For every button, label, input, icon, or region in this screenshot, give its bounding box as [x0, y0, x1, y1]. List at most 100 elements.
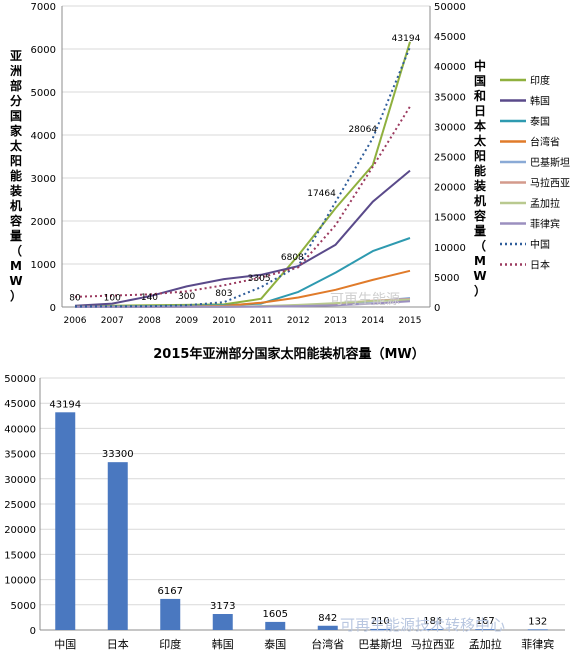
category-labels: 中国 日本 印度 韩国 泰国 台湾省 巴基斯坦 马拉西亚 孟加拉 菲律宾 — [54, 637, 554, 651]
category-label: 菲律宾 — [521, 637, 554, 651]
y-left-label-char: 能 — [10, 168, 22, 183]
y-right-tick-labels: 0 5000 10000 15000 20000 25000 30000 35000 40000… — [434, 2, 466, 314]
bars — [55, 412, 548, 631]
y-tick-label: 0 — [30, 626, 36, 637]
y-left-label-char: M — [10, 259, 22, 273]
y-right-label-char: M — [474, 254, 486, 268]
y-right-label-char: 和 — [473, 88, 486, 103]
point-annotation: 6808 — [281, 253, 304, 263]
bar-data-label: 132 — [528, 616, 547, 627]
bar-孟加拉 — [475, 629, 496, 630]
y-tick-label: 35000 — [4, 450, 36, 461]
x-tick-label: 2006 — [64, 316, 87, 326]
y-right-tick-label: 20000 — [434, 183, 466, 194]
y-left-label-char: （ — [10, 243, 22, 258]
bar-台湾省 — [317, 625, 338, 630]
point-annotations: 80 100 140 300 803 3305 6808 17464 28064 43194 — [69, 34, 420, 304]
series-line-印度 — [74, 41, 411, 308]
legend-label-泰国: 泰国 — [530, 115, 550, 128]
bar-data-label: 6167 — [158, 586, 183, 597]
y-left-label-char: 装 — [9, 183, 22, 198]
y-left-label-char: 部 — [10, 78, 22, 93]
y-tick-label: 40000 — [4, 424, 36, 435]
y-tick-label: 50000 — [4, 374, 36, 385]
y-right-label-char: 容 — [473, 208, 486, 223]
y-right-tick-label: 50000 — [434, 2, 466, 13]
point-annotation: 17464 — [307, 189, 336, 199]
legend-label-台湾省: 台湾省 — [530, 136, 560, 149]
watermark: 可再生能源 — [330, 292, 400, 308]
bar-马拉西亚 — [422, 629, 443, 630]
gridlines — [62, 5, 430, 308]
category-label: 巴基斯坦 — [358, 637, 402, 651]
y-axis-left-label: 亚洲部分国家太阳能装机容量（MW） — [9, 49, 23, 303]
category-label: 台湾省 — [311, 637, 344, 651]
legend-label-中国: 中国 — [530, 238, 550, 251]
y-right-label-char: W — [473, 269, 486, 283]
category-label: 泰国 — [264, 637, 286, 651]
bar-data-label: 3173 — [210, 601, 235, 612]
y-left-label-char: ） — [10, 288, 22, 303]
y-tick-label: 20000 — [4, 525, 36, 536]
y-left-tick-label: 4000 — [31, 131, 56, 142]
legend-label-韩国: 韩国 — [530, 95, 550, 108]
bar-data-label: 43194 — [49, 399, 81, 410]
y-right-label-char: 中 — [474, 58, 486, 73]
y-left-label-char: 容 — [9, 213, 22, 228]
category-label: 中国 — [54, 638, 76, 651]
y-right-label-char: 装 — [473, 178, 486, 193]
y-right-tick-label: 10000 — [434, 243, 466, 254]
bar-data-label: 210 — [371, 616, 390, 627]
legend-label-孟加拉: 孟加拉 — [530, 197, 560, 210]
y-right-label-char: 太 — [474, 133, 487, 148]
y-left-label-char: 分 — [10, 93, 22, 108]
bar-data-label: 167 — [476, 616, 495, 627]
point-annotation: 43194 — [392, 34, 421, 44]
point-annotation: 100 — [104, 293, 121, 303]
y-right-label-char: 能 — [474, 163, 486, 178]
y-left-label-char: 阳 — [10, 153, 22, 168]
y-left-tick-label: 6000 — [31, 45, 56, 56]
chart-title: 2015年亚洲部分国家太阳能装机容量（MW） — [153, 346, 424, 362]
bar-日本 — [107, 462, 128, 630]
y-left-label-char: 机 — [10, 198, 22, 213]
series-line-中国 — [74, 46, 411, 308]
y-left-tick-labels: 0 1000 2000 3000 4000 5000 6000 7000 — [31, 2, 56, 314]
y-left-tick-label: 3000 — [31, 174, 56, 185]
point-annotation: 140 — [141, 293, 158, 303]
x-tick-label: 2007 — [101, 316, 124, 326]
y-right-tick-label: 25000 — [434, 153, 466, 164]
y-left-label-char: 国 — [10, 109, 22, 123]
point-annotation: 300 — [178, 292, 195, 302]
y-right-label-char: 国 — [474, 74, 486, 88]
x-tick-label: 2015 — [399, 316, 422, 326]
x-tick-label: 2012 — [287, 316, 310, 326]
legend-label-巴基斯坦: 巴基斯坦 — [530, 156, 570, 169]
y-left-tick-label: 7000 — [31, 2, 56, 13]
series-line-日本 — [74, 105, 411, 298]
y-right-label-char: ） — [474, 283, 486, 298]
x-tick-label: 2010 — [212, 316, 235, 326]
x-tick-label: 2009 — [175, 316, 198, 326]
bar-data-label: 184 — [423, 616, 442, 627]
y-tick-labels: 0 5000 10000 15000 20000 25000 30000 35000 40000… — [4, 374, 36, 637]
bar-data-label: 1605 — [263, 609, 288, 620]
x-tick-label: 2011 — [250, 316, 273, 326]
y-tick-label: 15000 — [4, 550, 36, 561]
y-tick-label: 10000 — [4, 576, 36, 587]
y-left-label-char: 洲 — [10, 64, 22, 78]
y-right-tick-label: 30000 — [434, 122, 466, 133]
y-tick-label: 45000 — [4, 399, 36, 410]
legend-label-菲律宾: 菲律宾 — [530, 218, 560, 231]
x-tick-label: 2008 — [138, 316, 161, 326]
y-right-label-char: 量 — [474, 224, 486, 238]
point-annotation: 80 — [69, 294, 81, 304]
y-right-tick-label: 35000 — [434, 92, 466, 103]
y-right-tick-label: 45000 — [434, 32, 466, 43]
bar-菲律宾 — [527, 629, 548, 631]
y-right-label-char: 日 — [474, 104, 486, 118]
bar-data-labels: 43194 33300 6167 3173 1605 842 210 184 167 132 — [49, 399, 547, 627]
y-tick-label: 5000 — [11, 601, 36, 612]
